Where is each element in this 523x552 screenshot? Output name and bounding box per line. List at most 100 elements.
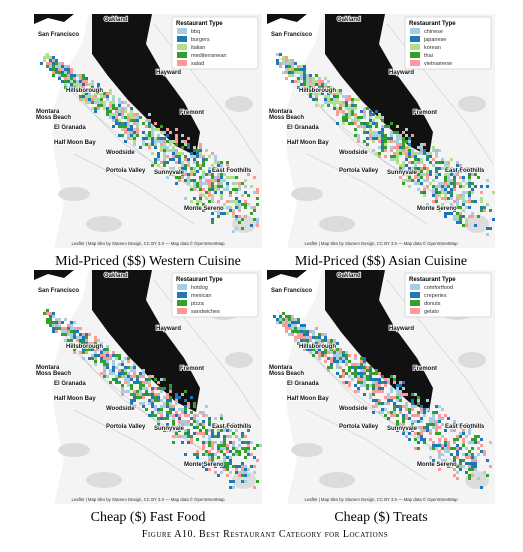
location-cell	[417, 179, 420, 182]
location-cell	[94, 351, 97, 354]
location-cell	[169, 143, 172, 146]
location-cell	[253, 209, 256, 212]
location-cell	[336, 348, 339, 351]
map-label: Sunnyvale	[387, 170, 418, 176]
location-cell	[297, 327, 300, 330]
location-cell	[447, 450, 450, 453]
location-cell	[172, 146, 175, 149]
map-panel: San FranciscoOaklandHaywardFremontHillsb…	[33, 13, 263, 249]
location-cell	[420, 176, 423, 179]
location-cell	[324, 351, 327, 354]
location-cell	[253, 465, 256, 468]
location-cell	[402, 164, 405, 167]
location-cell	[214, 471, 217, 474]
location-cell	[360, 378, 363, 381]
location-cell	[58, 65, 61, 68]
location-cell	[315, 98, 318, 101]
location-cell	[244, 456, 247, 459]
location-cell	[357, 98, 360, 101]
location-cell	[453, 215, 456, 218]
location-cell	[486, 179, 489, 182]
location-cell	[250, 465, 253, 468]
location-cell	[339, 110, 342, 113]
location-cell	[396, 414, 399, 417]
location-cell	[393, 396, 396, 399]
location-cell	[142, 372, 145, 375]
location-cell	[52, 56, 55, 59]
location-cell	[300, 74, 303, 77]
location-cell	[348, 369, 351, 372]
map-label: Monte Sereno	[184, 206, 224, 212]
location-cell	[417, 399, 420, 402]
location-cell	[285, 327, 288, 330]
location-cell	[136, 119, 139, 122]
location-cell	[181, 140, 184, 143]
location-cell	[363, 369, 366, 372]
location-cell	[112, 119, 115, 122]
location-cell	[142, 384, 145, 387]
location-cell	[288, 62, 291, 65]
location-cell	[381, 143, 384, 146]
location-cell	[423, 194, 426, 197]
location-cell	[103, 95, 106, 98]
location-cell	[235, 471, 238, 474]
location-cell	[441, 444, 444, 447]
location-cell	[73, 330, 76, 333]
location-cell	[160, 414, 163, 417]
location-cell	[202, 462, 205, 465]
location-cell	[372, 134, 375, 137]
location-cell	[384, 134, 387, 137]
location-cell	[438, 426, 441, 429]
location-cell	[405, 155, 408, 158]
location-cell	[181, 146, 184, 149]
location-cell	[85, 333, 88, 336]
location-cell	[474, 435, 477, 438]
location-cell	[423, 441, 426, 444]
location-cell	[211, 164, 214, 167]
location-cell	[142, 131, 145, 134]
location-cell	[121, 387, 124, 390]
location-cell	[49, 68, 52, 71]
location-cell	[339, 366, 342, 369]
location-cell	[375, 390, 378, 393]
location-cell	[250, 212, 253, 215]
location-cell	[220, 191, 223, 194]
location-cell	[447, 465, 450, 468]
location-cell	[435, 197, 438, 200]
location-cell	[193, 170, 196, 173]
location-cell	[459, 206, 462, 209]
location-cell	[139, 390, 142, 393]
location-cell	[453, 474, 456, 477]
location-cell	[151, 131, 154, 134]
location-cell	[223, 453, 226, 456]
location-cell	[369, 372, 372, 375]
location-cell	[166, 423, 169, 426]
location-cell	[184, 179, 187, 182]
location-cell	[402, 381, 405, 384]
location-cell	[175, 432, 178, 435]
location-cell	[127, 134, 130, 137]
location-cell	[369, 378, 372, 381]
location-cell	[417, 158, 420, 161]
location-cell	[202, 441, 205, 444]
location-cell	[208, 438, 211, 441]
location-cell	[85, 345, 88, 348]
location-cell	[312, 354, 315, 357]
location-cell	[148, 381, 151, 384]
location-cell	[220, 414, 223, 417]
location-cell	[238, 450, 241, 453]
location-cell	[142, 393, 145, 396]
legend-swatch	[410, 292, 420, 298]
location-cell	[312, 98, 315, 101]
location-cell	[154, 140, 157, 143]
location-cell	[244, 206, 247, 209]
location-cell	[396, 143, 399, 146]
location-cell	[244, 465, 247, 468]
location-cell	[70, 77, 73, 80]
location-cell	[447, 447, 450, 450]
location-cell	[103, 104, 106, 107]
location-cell	[208, 453, 211, 456]
location-cell	[372, 384, 375, 387]
location-cell	[327, 366, 330, 369]
location-cell	[244, 185, 247, 188]
